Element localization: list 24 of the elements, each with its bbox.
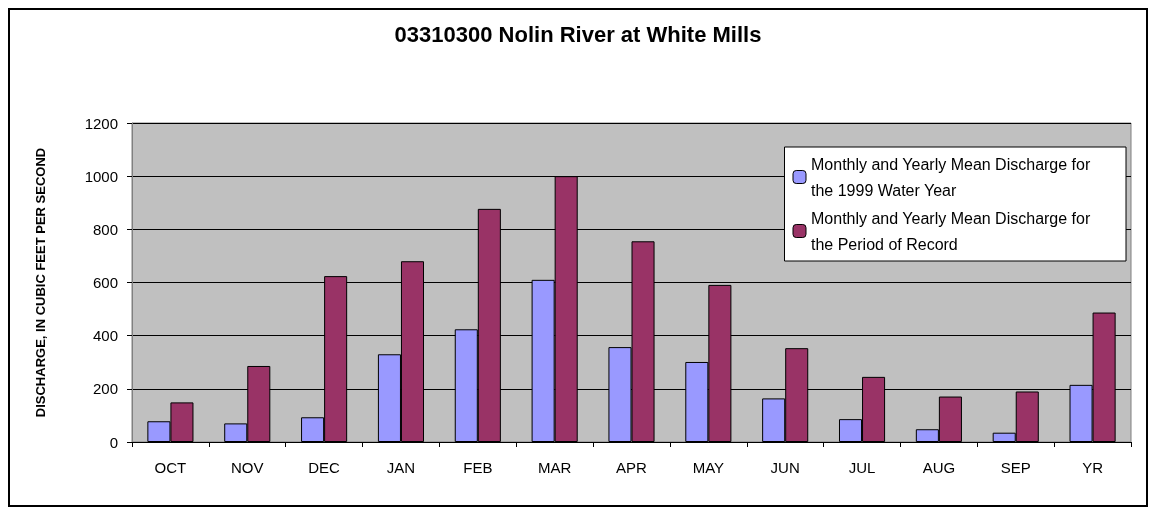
legend-label: Monthly and Yearly Mean Discharge for the Period of Record xyxy=(811,209,1095,253)
x-tick-label: DEC xyxy=(308,459,341,476)
x-tick-label: YR xyxy=(1082,459,1104,476)
x-tick-label: OCT xyxy=(154,459,187,476)
y-tick-label: 1000 xyxy=(84,167,118,185)
x-tick-label: JAN xyxy=(386,459,416,476)
x-tick-label: FEB xyxy=(463,459,493,476)
x-tick-label: JUL xyxy=(848,459,876,476)
y-tick-label: 600 xyxy=(92,274,118,291)
y-tick-label: 400 xyxy=(92,327,118,345)
x-tick-label: MAY xyxy=(692,459,725,476)
y-tick-label: 1200 xyxy=(84,114,118,132)
y-axis-title: DISCHARGE, IN CUBIC FEET PER SECOND xyxy=(33,147,48,418)
x-tick-label: MAR xyxy=(537,459,572,476)
x-tick-label: JUN xyxy=(770,459,800,476)
y-tick-label: 0 xyxy=(109,433,118,451)
y-tick-label: 200 xyxy=(92,380,118,398)
chart-title: 03310300 Nolin River at White Mills xyxy=(394,21,762,47)
legend-label: Monthly and Yearly Mean Discharge for the 1999 Water Year xyxy=(811,155,1095,199)
x-tick-label: NOV xyxy=(231,459,264,476)
x-tick-label: AUG xyxy=(922,459,956,476)
x-tick-label: SEP xyxy=(1000,459,1031,476)
x-tick-label: APR xyxy=(616,459,648,476)
y-tick-label: 800 xyxy=(92,220,118,238)
